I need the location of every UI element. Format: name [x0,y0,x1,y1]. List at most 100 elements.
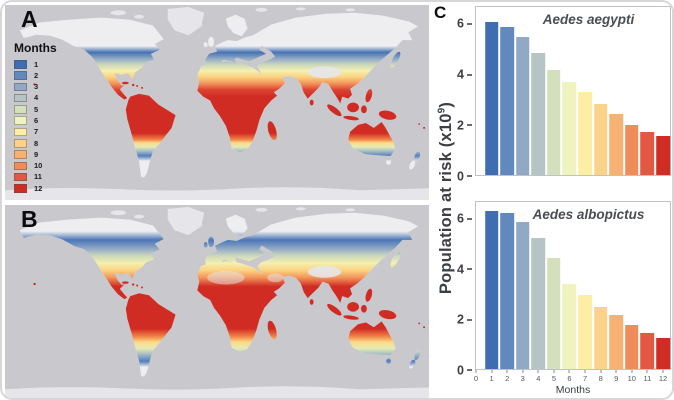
x-tick-label-6: 6 [567,374,572,383]
x-tick-mark-10 [631,370,633,373]
legend-label-month-1: 1 [34,59,39,69]
legend-swatch-month-12 [14,184,27,193]
y-tick-label-2: 2 [457,118,464,133]
y-axis-albopictus: 0 2 4 6 [431,201,475,376]
bar-month-1 [484,210,499,369]
legend-label-month-4: 4 [34,93,39,103]
months-legend: Months 1 2 3 4 5 6 7 8 9 10 11 12 [14,41,57,196]
plot-area-aegypti: Aedes aegypti [475,6,671,176]
legend-title: Months [14,41,57,55]
legend-label-month-2: 2 [34,70,39,80]
legend-rows: 1 2 3 4 5 6 7 8 9 10 11 12 [14,60,57,193]
legend-row-month-12: 12 [14,184,57,193]
legend-swatch-month-1 [14,60,27,69]
x-tick-label-4: 4 [536,374,541,383]
y-tick-label-2: 2 [457,312,464,327]
bar-month-7 [578,295,592,369]
bar-month-4 [531,53,546,175]
legend-label-month-3: 3 [34,82,39,92]
panel-c-letter: C [434,3,447,22]
x-tick-label-1: 1 [489,374,494,383]
legend-row-month-9: 9 [14,150,57,159]
chart-aedes-aegypti: 0 2 4 6 Aedes aegypti [457,6,671,182]
x-tick-label-8: 8 [598,374,603,383]
x-tick-mark-0 [475,370,477,373]
y-axis-aegypti: 0 2 4 6 [431,6,475,182]
legend-row-month-7: 7 [14,127,57,137]
legend-label-month-8: 8 [34,138,39,148]
legend-label-month-12: 12 [34,183,43,193]
y-tick-label-6: 6 [457,211,464,226]
y-tick-label-6: 6 [457,16,464,31]
y-tick-label-4: 4 [457,261,464,276]
x-tick-label-12: 12 [658,374,668,383]
legend-swatch-month-5 [14,105,27,114]
chart-title-albopictus: Aedes albopictus [532,207,645,222]
bar-month-7 [578,92,592,175]
y-tick-mark-2 [467,318,472,321]
y-tick-mark-4 [467,73,472,76]
x-tick-mark-9 [615,370,617,373]
y-tick-mark-2 [467,124,472,127]
bar-month-5 [547,69,561,175]
y-tick-mark-6 [467,217,472,220]
legend-row-month-5: 5 [14,105,57,114]
y-tick-label-4: 4 [457,67,464,82]
legend-label-month-11: 11 [34,172,42,182]
legend-swatch-month-7 [14,127,27,137]
bar-month-3 [515,221,530,369]
bar-month-5 [547,258,561,369]
x-axis-label: Months [555,384,591,396]
legend-row-month-6: 6 [14,116,57,125]
legend-label-month-5: 5 [34,104,39,114]
x-axis-albopictus: 0 1 2 3 4 5 6 7 8 9 10 11 12 [474,369,670,385]
x-tick-label-9: 9 [614,374,619,383]
x-tick-label-3: 3 [520,374,525,383]
world-map-albopictus [5,205,429,398]
x-tick-label-10: 10 [627,374,636,383]
map-panel-aedes-aegypti: A Months 1 2 3 4 5 6 7 8 9 10 11 12 [5,5,429,200]
y-tick-mark-6 [467,22,472,25]
legend-row-month-10: 10 [14,161,57,171]
x-tick-mark-2 [506,370,508,373]
legend-label-month-9: 9 [34,149,39,159]
y-tick-mark-0 [467,369,472,371]
bar-month-2 [500,27,514,175]
x-tick-mark-5 [553,370,555,373]
bar-month-9 [609,315,624,369]
x-tick-mark-7 [584,370,586,373]
bar-month-10 [625,325,639,369]
bar-month-1 [484,22,499,175]
x-tick-label-7: 7 [582,374,588,383]
x-tick-label-2: 2 [505,374,510,383]
bar-month-2 [500,213,514,369]
legend-row-month-11: 11 [14,172,57,182]
world-map-aegypti [5,5,429,200]
legend-swatch-month-6 [14,116,27,125]
x-tick-mark-4 [537,370,539,373]
legend-swatch-month-2 [14,71,27,80]
panel-a-letter: A [21,6,38,32]
legend-label-month-6: 6 [34,115,39,125]
legend-row-month-8: 8 [14,139,57,148]
plot-area-albopictus: Aedes albopictus 0 1 2 3 4 5 6 7 8 9 10 11 12 Months [474,201,671,396]
bar-month-11 [640,332,655,369]
map-panel-aedes-albopictus: B [5,205,429,398]
bar-month-12 [656,337,670,369]
bar-month-8 [593,306,608,369]
x-tick-mark-11 [646,370,648,373]
legend-row-month-1: 1 [14,60,57,69]
x-tick-mark-1 [491,370,493,373]
y-tick-mark-0 [467,175,472,177]
bar-month-4 [531,238,546,369]
y-tick-mark-4 [467,268,472,271]
bar-month-12 [656,136,670,175]
legend-row-month-4: 4 [14,93,57,103]
y-tick-label-0: 0 [457,362,464,377]
x-tick-mark-3 [522,370,524,373]
panel-b-letter: B [21,206,38,232]
x-tick-mark-12 [662,370,664,373]
legend-swatch-month-4 [14,93,27,103]
